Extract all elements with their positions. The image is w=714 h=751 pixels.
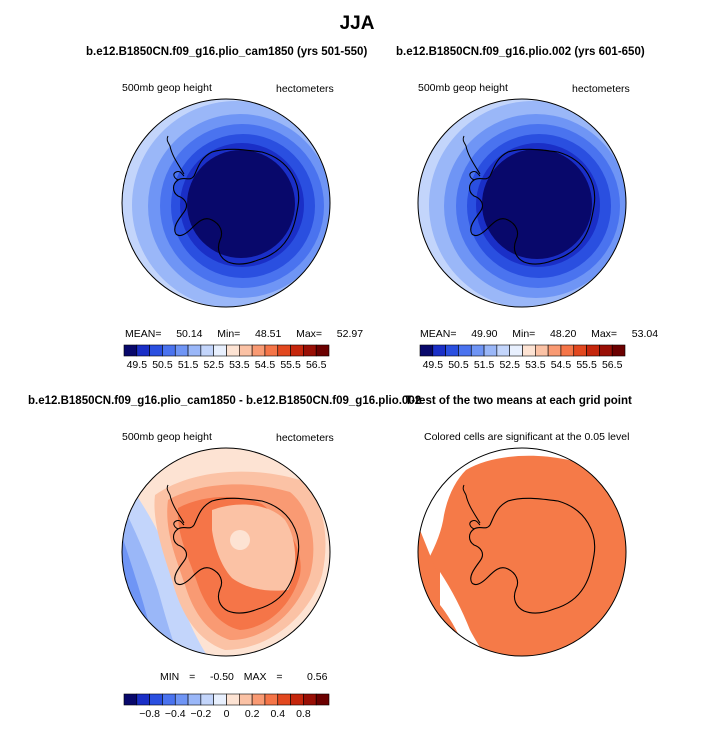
panel-3-units-label: hectometers — [276, 432, 334, 444]
colorbar-3-swatch — [277, 693, 291, 706]
panel-2-boundary — [417, 98, 627, 308]
colorbar-3-tick-label: −0.2 — [191, 708, 212, 720]
panel-1-variable-label: 500mb geop height — [122, 82, 212, 94]
colorbar-2-swatch — [445, 344, 459, 357]
colorbar-3-swatch — [239, 693, 253, 706]
panel-2-map — [418, 99, 626, 307]
colorbar-2-swatch — [573, 344, 587, 357]
colorbar-2-tick-label: 50.5 — [448, 359, 469, 371]
colorbar-2-swatch — [509, 344, 523, 357]
colorbar-1-tick-label: 51.5 — [178, 359, 199, 371]
colorbar-3-swatch — [149, 693, 163, 706]
colorbar-3-tick-label: 0.4 — [270, 708, 285, 720]
colorbar-1-swatch — [136, 344, 150, 357]
colorbar-1-tick-label: 55.5 — [280, 359, 301, 371]
panel-2-units-label: hectometers — [572, 83, 630, 95]
colorbar-1-swatch — [213, 344, 227, 357]
colorbar-2-swatch — [599, 344, 613, 357]
colorbar-2-swatch — [535, 344, 549, 357]
colorbar-1-tick-label: 49.5 — [127, 359, 148, 371]
colorbar-1-swatch — [264, 344, 279, 357]
panel-4-boundary — [417, 447, 627, 657]
panel-4-note: Colored cells are significant at the 0.0… — [424, 431, 630, 443]
colorbar-2-swatch — [470, 344, 485, 357]
colorbar-3-swatch — [162, 693, 176, 706]
colorbar-3-swatch — [290, 693, 304, 706]
colorbar-2-swatch — [560, 344, 575, 357]
colorbar-2-tick-label: 51.5 — [474, 359, 495, 371]
colorbar-1-tick-label: 52.5 — [203, 359, 224, 371]
colorbar-3-swatch — [226, 693, 240, 706]
colorbar-3-swatch — [315, 693, 330, 706]
colorbar-1-swatch — [239, 344, 253, 357]
colorbar-2-tick-label: 52.5 — [499, 359, 520, 371]
colorbar-1-tick-label: 56.5 — [306, 359, 327, 371]
panel-3-stats: MIN = -0.50 MAX = 0.56 — [160, 671, 328, 683]
colorbar-3-swatch — [200, 693, 214, 706]
colorbar-1-swatch — [149, 344, 163, 357]
colorbar-1-tick-label: 50.5 — [152, 359, 173, 371]
figure-title: JJA — [339, 13, 375, 34]
colorbar-3-swatch — [213, 693, 227, 706]
colorbar-3-tick-label: 0.2 — [245, 708, 260, 720]
colorbar-2-swatch — [458, 344, 472, 357]
colorbar-3-swatch — [264, 693, 279, 706]
colorbar-3-tick-label: 0 — [224, 708, 230, 720]
colorbar-2-tick-label: 49.5 — [423, 359, 444, 371]
colorbar-1-swatch — [277, 344, 291, 357]
colorbar-2-swatch — [586, 344, 600, 357]
colorbar-1-swatch — [187, 344, 202, 357]
colorbar-2-tick-label: 56.5 — [602, 359, 623, 371]
colorbar-1-swatch — [123, 344, 138, 357]
colorbar-3-swatch — [303, 693, 317, 706]
panel-1-map — [122, 99, 330, 307]
panel-2-variable-label: 500mb geop height — [418, 82, 508, 94]
colorbar-1-swatch — [226, 344, 240, 357]
panel-1-stats: MEAN= 50.14 Min= 48.51 Max= 52.97 — [125, 328, 364, 340]
colorbar-1-tick-label: 53.5 — [229, 359, 250, 371]
colorbar-panel-2: 49.5 50.5 51.5 52.5 53.5 54.5 55.5 56.5 — [419, 344, 626, 371]
panel-2-title: b.e12.B1850CN.f09_g16.plio.002 (yrs 601-… — [396, 46, 645, 58]
colorbar-1-swatch — [290, 344, 304, 357]
colorbar-3-swatch — [123, 693, 138, 706]
colorbar-2-swatch — [432, 344, 446, 357]
colorbar-1-swatch — [174, 344, 189, 357]
colorbar-1-swatch — [303, 344, 317, 357]
colorbar-1-tick-label: 54.5 — [255, 359, 276, 371]
panel-1-boundary — [121, 98, 331, 308]
colorbar-3-swatch — [187, 693, 202, 706]
colorbar-1-swatch — [315, 344, 330, 357]
colorbar-2-tick-label: 55.5 — [576, 359, 597, 371]
colorbar-1-swatch — [251, 344, 266, 357]
panel-4-map — [418, 448, 626, 656]
colorbar-2-swatch — [547, 344, 562, 357]
panel-3-title: b.e12.B1850CN.f09_g16.plio_cam1850 - b.e… — [28, 395, 422, 407]
colorbar-3-tick-label: −0.4 — [165, 708, 186, 720]
colorbar-2-tick-label: 53.5 — [525, 359, 546, 371]
panel-3-map — [122, 448, 330, 656]
colorbar-panel-3: −0.8 −0.4 −0.2 0 0.2 0.4 0.8 — [123, 693, 330, 720]
colorbar-1-swatch — [200, 344, 214, 357]
colorbar-3-swatch — [136, 693, 150, 706]
panel-1-units-label: hectometers — [276, 83, 334, 95]
colorbar-2-swatch — [611, 344, 626, 357]
panel-4-title: T-test of the two means at each grid poi… — [405, 395, 632, 407]
panel-2-stats: MEAN= 49.90 Min= 48.20 Max= 53.04 — [420, 328, 659, 340]
colorbar-2-tick-label: 54.5 — [551, 359, 572, 371]
colorbar-2-swatch — [483, 344, 498, 357]
colorbar-3-swatch — [251, 693, 266, 706]
colorbar-panel-1: 49.5 50.5 51.5 52.5 53.5 54.5 55.5 56.5 — [123, 344, 330, 371]
colorbar-2-swatch — [522, 344, 536, 357]
colorbar-2-swatch — [419, 344, 434, 357]
colorbar-3-swatch — [174, 693, 189, 706]
panel-3-boundary — [121, 447, 331, 657]
panel-1-title: b.e12.B1850CN.f09_g16.plio_cam1850 (yrs … — [86, 46, 368, 58]
panel-3-variable-label: 500mb geop height — [122, 431, 212, 443]
colorbar-3-tick-label: −0.8 — [139, 708, 160, 720]
colorbar-2-swatch — [496, 344, 510, 357]
colorbar-1-swatch — [162, 344, 176, 357]
colorbar-3-tick-label: 0.8 — [296, 708, 311, 720]
